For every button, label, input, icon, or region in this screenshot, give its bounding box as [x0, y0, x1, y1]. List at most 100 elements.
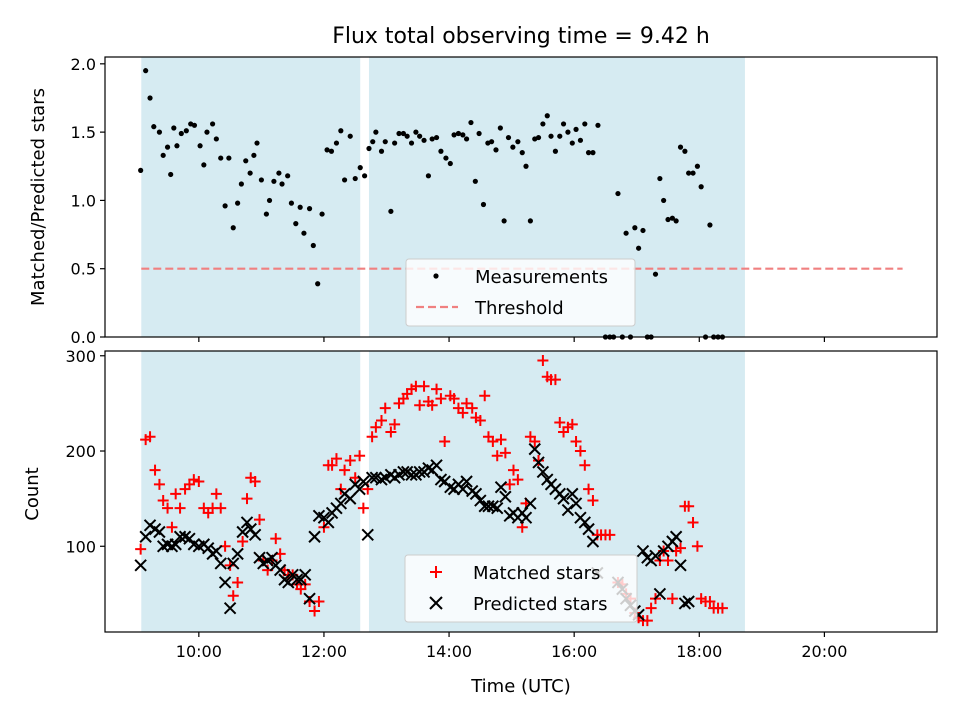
measurement-point — [226, 155, 232, 161]
matched-star-point — [645, 602, 657, 614]
measurement-point — [544, 113, 550, 119]
measurement-point — [408, 140, 415, 146]
predicted-star-point — [494, 481, 508, 494]
matched-star-point — [418, 380, 430, 392]
predicted-star-point — [173, 530, 187, 543]
measurement-point — [577, 137, 584, 143]
measurement-point — [310, 242, 316, 249]
matched-star-point — [188, 474, 200, 486]
predicted-star-point — [582, 522, 595, 536]
measurement-point — [519, 150, 525, 156]
measurement-point — [209, 121, 216, 127]
matched-star-point — [439, 435, 451, 447]
predicted-star-point — [434, 473, 448, 486]
top-y-ticks: 0.0 0.5 1.0 1.5 2.0 — [71, 55, 105, 347]
measurement-point — [151, 124, 157, 130]
matched-star-point — [479, 390, 491, 402]
measurement-point — [235, 200, 241, 206]
measurement-point — [527, 218, 533, 224]
predicted-star-point — [586, 535, 600, 548]
matched-star-point — [466, 402, 478, 414]
measurement-point — [238, 181, 244, 187]
matched-star-point — [270, 533, 282, 545]
measurement-point — [552, 148, 559, 154]
top-shaded-intervals — [141, 57, 745, 337]
predicted-star-point — [566, 487, 579, 501]
predicted-star-point — [357, 475, 370, 488]
measurement-point — [297, 204, 303, 210]
predicted-star-point — [236, 525, 249, 539]
matched-star-point — [215, 502, 227, 514]
predicted-star-point — [674, 559, 687, 572]
measurement-point — [254, 140, 260, 146]
matched-star-point — [309, 605, 321, 617]
predicted-star-point — [682, 595, 695, 608]
measurement-point — [392, 140, 398, 146]
matched-star-point — [166, 521, 178, 533]
matched-star-point — [330, 453, 342, 465]
measurement-point — [396, 130, 402, 137]
measurement-point — [271, 178, 277, 184]
measurement-point — [560, 121, 567, 127]
matched-star-point — [587, 495, 599, 507]
measurement-point — [652, 271, 659, 277]
measurement-point — [315, 281, 321, 287]
predicted-star-point — [578, 516, 592, 529]
measurement-point — [174, 143, 180, 149]
bottom-legend-box — [404, 554, 638, 623]
measurement-point — [636, 245, 642, 251]
matched-star-point — [379, 402, 391, 414]
measurement-point — [230, 225, 236, 231]
measurement-point — [288, 200, 295, 206]
predicted-star-point — [460, 475, 473, 488]
predicted-star-point — [413, 465, 426, 479]
matched-star-point — [566, 418, 578, 430]
x-tick-label: 18:00 — [676, 642, 722, 661]
measurement-point — [266, 197, 273, 204]
predicted-star-point — [422, 461, 435, 475]
predicted-star-point — [557, 492, 570, 505]
matched-star-point — [604, 529, 616, 541]
matched-star-point — [495, 434, 507, 446]
legend-marker-measurements — [433, 273, 439, 279]
matched-star-point — [691, 540, 703, 552]
measurement-point — [328, 148, 335, 154]
measurement-point — [247, 170, 253, 176]
measurement-point — [366, 145, 372, 152]
measurements-series — [138, 68, 726, 340]
predicted-star-point — [139, 530, 152, 543]
measurement-point — [197, 143, 203, 149]
matched-star-point — [210, 488, 222, 500]
measurement-point — [540, 121, 546, 127]
top-y-axis-label: Matched/Predicted stars — [28, 88, 49, 306]
predicted-star-point — [669, 530, 683, 543]
y-tick-label: 100 — [65, 537, 96, 556]
matched-star-point — [504, 478, 516, 490]
predicted-star-point — [444, 481, 457, 494]
measurement-point — [573, 126, 579, 132]
matched-star-point — [431, 383, 443, 395]
measurement-point — [505, 134, 512, 141]
predicted-star-point — [282, 576, 295, 589]
matched-star-point — [537, 355, 549, 367]
measurement-point — [585, 150, 592, 156]
measurement-point — [263, 211, 269, 217]
predicted-star-point — [210, 544, 223, 558]
matched-star-point — [574, 445, 586, 457]
matched-star-point — [683, 500, 695, 512]
matched-star-point — [326, 459, 338, 471]
measurement-point — [665, 216, 671, 223]
measurement-point — [319, 211, 325, 217]
matched-star-point — [149, 464, 161, 476]
matched-star-point — [366, 431, 378, 443]
measurement-point — [523, 163, 529, 169]
matched-star-point — [549, 374, 561, 386]
top-x-ticks — [198, 337, 825, 342]
measurement-point — [279, 181, 285, 187]
predicted-star-point — [653, 587, 667, 601]
y-tick-label: 200 — [65, 442, 96, 461]
measurement-point — [548, 133, 554, 139]
matched-star-point — [357, 502, 369, 514]
measurement-point — [463, 136, 470, 142]
predicted-star-point — [499, 490, 512, 503]
